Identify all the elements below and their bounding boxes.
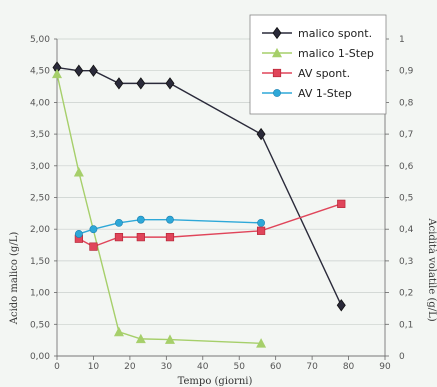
legend-label: malico 1-Step (298, 47, 374, 60)
y-right-tick-label: 1 (399, 35, 405, 45)
x-tick-label: 70 (306, 362, 318, 372)
data-point (256, 127, 266, 141)
y-right-tick-label: 0,6 (399, 162, 414, 172)
data-point (89, 242, 98, 251)
x-tick-label: 10 (88, 362, 100, 372)
data-point (337, 199, 346, 208)
data-point (164, 334, 175, 344)
legend-label: AV 1-Step (298, 87, 352, 100)
y-left-tick-label: 2,00 (30, 225, 50, 235)
x-tick-label: 60 (270, 362, 282, 372)
x-tick-label: 80 (343, 362, 355, 372)
y-right-tick-label: 0,5 (399, 194, 413, 204)
y-left-tick-label: 4,50 (30, 67, 50, 77)
legend-marker (272, 68, 282, 78)
legend-label: malico spont. (298, 27, 372, 40)
y-left-tick-label: 2,50 (30, 194, 50, 204)
data-point (256, 338, 267, 348)
series-1 (52, 68, 267, 348)
x-tick-label: 40 (197, 362, 209, 372)
data-point (165, 77, 175, 90)
series-2 (74, 199, 346, 251)
y-left-tick-label: 5,00 (30, 35, 50, 45)
legend-marker (272, 47, 282, 58)
data-point (256, 226, 266, 235)
data-point (88, 64, 98, 77)
x-tick-label: 20 (124, 362, 136, 372)
y-right-axis-title: Acidità volatile (g/L) (426, 217, 437, 321)
data-point (166, 215, 174, 224)
y-left-tick-label: 0,00 (30, 352, 50, 362)
x-tick-label: 90 (379, 362, 391, 372)
y-right-tick-label: 0,8 (399, 98, 414, 108)
y-right-tick-label: 0 (399, 352, 405, 362)
data-point (165, 233, 175, 242)
series (52, 61, 346, 348)
data-point (115, 218, 123, 227)
y-left-tick-label: 4,00 (30, 98, 50, 108)
y-right-tick-label: 0,7 (399, 130, 413, 140)
y-right-tick-label: 0,9 (399, 67, 414, 77)
legend-box (249, 14, 387, 115)
x-axis-title: Tempo (giorni) (178, 376, 253, 387)
x-tick-label: 0 (54, 362, 60, 372)
data-point (114, 77, 124, 90)
y-right-tick-label: 0,3 (399, 257, 413, 267)
y-left-tick-label: 3,50 (30, 130, 50, 140)
x-tick-label: 30 (161, 362, 173, 372)
data-point (73, 166, 84, 177)
y-left-tick-label: 0,50 (30, 320, 50, 330)
y-left-tick-label: 1,50 (30, 257, 50, 267)
data-point (114, 233, 124, 242)
data-point (89, 225, 98, 234)
series-0 (52, 61, 346, 312)
y-left-tick-label: 3,00 (30, 162, 50, 172)
legend-label: AV spont. (298, 67, 350, 80)
y-right-tick-label: 0,2 (399, 289, 413, 299)
legend-marker (272, 26, 282, 40)
series-line (56, 73, 262, 345)
y-right-tick-label: 0,4 (399, 225, 414, 235)
legend-marker (273, 89, 281, 97)
data-point (74, 230, 83, 238)
data-point (135, 333, 146, 344)
data-point (52, 68, 62, 79)
data-point (257, 218, 265, 227)
data-point (336, 299, 346, 312)
data-point (136, 77, 146, 90)
series-3 (74, 215, 265, 238)
data-point (136, 233, 145, 242)
x-tick-label: 50 (233, 362, 245, 372)
data-point (74, 64, 84, 77)
legend: malico spont. malico 1-Step AV spont. AV 1-… (249, 14, 387, 115)
ticks: 0,000,501,001,502,002,503,003,504,004,50… (30, 35, 414, 372)
y-left-tick-label: 1,00 (30, 289, 50, 299)
y-left-axis-title: Acido malico (g/L) (9, 232, 20, 326)
data-point (136, 215, 145, 224)
y-right-tick-label: 0,1 (399, 320, 413, 330)
data-point (113, 326, 124, 337)
